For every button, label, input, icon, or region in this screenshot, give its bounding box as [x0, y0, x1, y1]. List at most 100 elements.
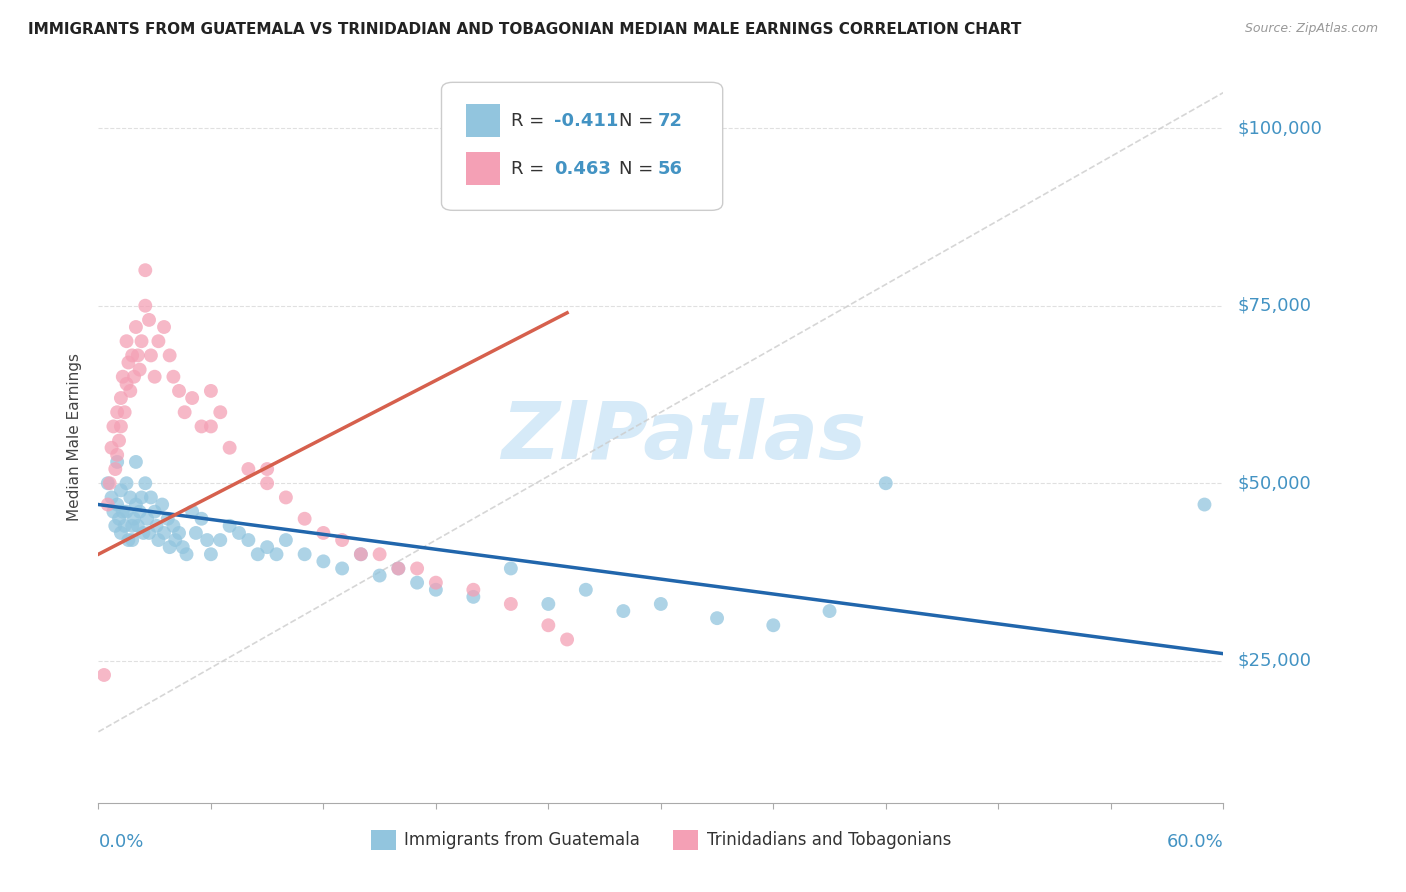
Point	[238, 462, 260, 476]
Text: $25,000: $25,000	[1237, 652, 1312, 670]
Point	[228, 525, 250, 540]
Point	[121, 348, 143, 362]
Text: 56: 56	[658, 160, 682, 178]
Point	[111, 505, 134, 519]
Point	[110, 419, 132, 434]
Text: 72: 72	[658, 112, 682, 130]
Point	[125, 320, 148, 334]
Point	[98, 476, 121, 491]
Point	[274, 491, 297, 505]
Text: N =: N =	[619, 160, 659, 178]
Point	[181, 505, 204, 519]
Point	[575, 582, 598, 597]
Point	[190, 419, 212, 434]
Point	[117, 355, 139, 369]
Y-axis label: Median Male Earnings: Median Male Earnings	[67, 353, 83, 521]
Point	[143, 505, 166, 519]
Point	[650, 597, 672, 611]
Point	[136, 512, 159, 526]
Point	[274, 533, 297, 547]
Point	[153, 525, 176, 540]
Point	[200, 547, 222, 561]
Point	[159, 540, 181, 554]
Text: 0.0%: 0.0%	[98, 833, 143, 851]
Text: N =: N =	[619, 112, 659, 130]
Point	[762, 618, 785, 632]
Point	[181, 391, 204, 405]
Text: R =: R =	[512, 112, 550, 130]
Point	[100, 491, 122, 505]
Point	[97, 498, 120, 512]
Point	[537, 618, 560, 632]
Point	[176, 547, 198, 561]
Point	[312, 525, 335, 540]
Point	[114, 519, 136, 533]
Point	[138, 313, 160, 327]
Point	[128, 505, 150, 519]
Text: R =: R =	[512, 160, 550, 178]
Point	[115, 476, 138, 491]
Point	[105, 455, 128, 469]
Text: $100,000: $100,000	[1237, 120, 1322, 137]
Point	[218, 519, 240, 533]
Point	[195, 533, 218, 547]
Text: $75,000: $75,000	[1237, 297, 1312, 315]
Point	[818, 604, 841, 618]
Point	[122, 369, 145, 384]
Point	[105, 498, 128, 512]
Text: ZIPatlas: ZIPatlas	[501, 398, 866, 476]
Point	[105, 405, 128, 419]
Point	[499, 561, 522, 575]
Point	[127, 348, 149, 362]
Text: IMMIGRANTS FROM GUATEMALA VS TRINIDADIAN AND TOBAGONIAN MEDIAN MALE EARNINGS COR: IMMIGRANTS FROM GUATEMALA VS TRINIDADIAN…	[28, 22, 1022, 37]
Text: 0.463: 0.463	[554, 160, 610, 178]
Point	[350, 547, 373, 561]
Point	[156, 512, 179, 526]
Text: 60.0%: 60.0%	[1167, 833, 1223, 851]
Point	[312, 554, 335, 568]
Point	[103, 419, 125, 434]
Point	[162, 369, 184, 384]
Point	[121, 533, 143, 547]
Point	[350, 547, 373, 561]
Point	[132, 525, 155, 540]
Point	[256, 462, 278, 476]
Point	[463, 590, 485, 604]
Point	[143, 369, 166, 384]
Point	[122, 512, 145, 526]
Point	[406, 575, 429, 590]
Point	[165, 533, 187, 547]
Point	[612, 604, 634, 618]
Point	[218, 441, 240, 455]
Point	[131, 334, 153, 349]
Point	[425, 582, 447, 597]
Point	[190, 512, 212, 526]
Point	[425, 575, 447, 590]
Point	[330, 561, 353, 575]
Point	[387, 561, 409, 575]
Point	[120, 384, 142, 398]
Point	[246, 547, 269, 561]
Point	[200, 419, 222, 434]
Point	[875, 476, 897, 491]
Point	[172, 540, 194, 554]
Point	[537, 597, 560, 611]
Point	[387, 561, 409, 575]
Point	[256, 476, 278, 491]
Point	[125, 455, 148, 469]
Point	[463, 582, 485, 597]
Point	[111, 369, 134, 384]
Legend: Immigrants from Guatemala, Trinidadians and Tobagonians: Immigrants from Guatemala, Trinidadians …	[364, 823, 957, 856]
Point	[114, 405, 136, 419]
Point	[406, 561, 429, 575]
Bar	[467, 104, 501, 137]
Text: -0.411: -0.411	[554, 112, 619, 130]
Point	[145, 519, 167, 533]
Point	[1194, 498, 1216, 512]
Point	[110, 525, 132, 540]
Point	[105, 448, 128, 462]
Point	[134, 299, 156, 313]
Point	[117, 533, 139, 547]
Point	[120, 491, 142, 505]
Point	[153, 320, 176, 334]
